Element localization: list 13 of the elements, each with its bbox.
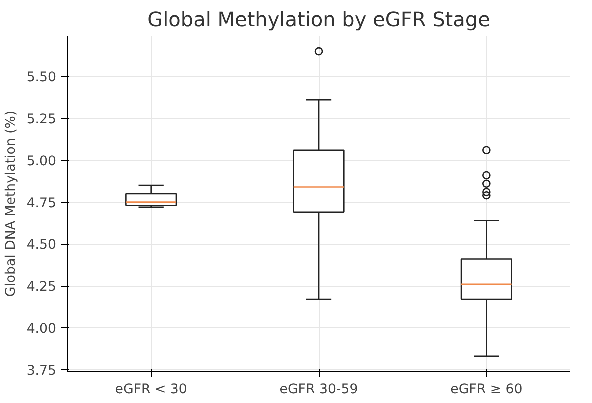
x-tick-label: eGFR < 30 [115,382,188,398]
y-tick-label: 4.00 [26,322,57,337]
chart-title: Global Methylation by eGFR Stage [148,8,490,32]
y-tick-label: 4.25 [26,280,57,296]
y-tick-label: 5.50 [26,70,57,86]
y-tick-label: 4.50 [26,238,57,254]
x-tick-label: eGFR 30-59 [280,382,358,398]
y-tick-label: 5.00 [26,154,57,170]
y-tick-label: 3.75 [26,364,57,379]
y-axis-title: Global DNA Methylation (%) [4,110,19,298]
y-tick-label: 5.25 [26,112,57,128]
y-tick-label: 4.75 [26,196,57,212]
x-tick-label: eGFR ≥ 60 [450,382,523,398]
